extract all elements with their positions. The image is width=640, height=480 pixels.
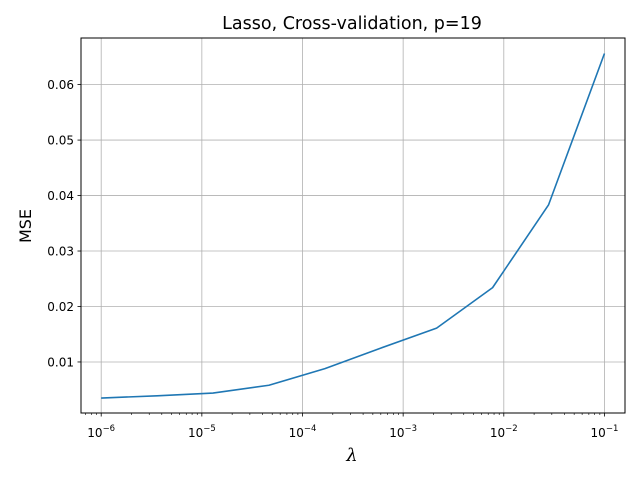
series-layer	[101, 53, 606, 399]
x-tick-label: 10−6	[87, 424, 115, 440]
x-tick-label: 10−5	[188, 424, 216, 440]
y-axis-ticks: 0.01 0.02 0.03 0.04 0.05 0.06	[47, 78, 81, 369]
y-tick-label: 0.05	[47, 134, 74, 148]
grid-lines	[81, 38, 625, 413]
y-tick-label: 0.06	[47, 78, 74, 92]
y-axis-label: MSE	[16, 209, 35, 243]
y-tick-label: 0.04	[47, 189, 74, 203]
x-tick-label: 10−2	[490, 424, 518, 440]
x-axis-label: λ	[345, 445, 357, 466]
y-tick-label: 0.02	[47, 300, 74, 314]
series-line	[101, 53, 606, 399]
x-tick-label: 10−1	[591, 424, 619, 440]
y-tick-label: 0.03	[47, 245, 74, 259]
y-tick-label: 0.01	[47, 355, 74, 369]
plot-frame	[80, 37, 626, 414]
x-tick-label: 10−4	[289, 424, 317, 440]
chart-title: Lasso, Cross-validation, p=19	[222, 14, 482, 34]
x-tick-label: 10−3	[389, 424, 417, 440]
x-axis-ticks: 10−6 10−5 10−4 10−3 10−2 10−1	[85, 413, 619, 440]
